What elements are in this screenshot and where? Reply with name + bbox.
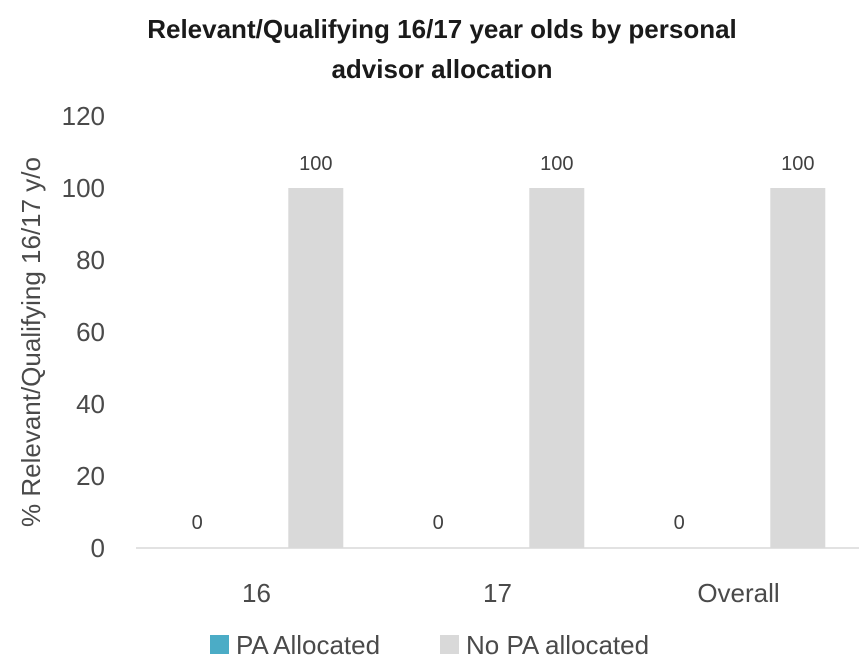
y-tick-label: 0 — [91, 533, 105, 563]
legend-swatch — [210, 635, 229, 654]
x-tick-label: 16 — [242, 578, 271, 608]
bar-no-pa-allocated — [770, 188, 826, 548]
data-label: 100 — [540, 153, 573, 175]
chart-title: Relevant/Qualifying 16/17 year olds by p… — [147, 14, 737, 84]
data-label: 100 — [299, 153, 332, 175]
y-tick-label: 80 — [76, 245, 105, 275]
legend-swatch — [440, 635, 459, 654]
legend-label: PA Allocated — [236, 630, 380, 660]
plot-area: 0 20 40 60 80 100 120 16 0 100 17 0 100 Overall 0 100 — [62, 101, 859, 608]
y-tick-label: 100 — [62, 173, 105, 203]
legend: PA Allocated No PA allocated — [210, 630, 649, 660]
data-label: 0 — [192, 512, 203, 534]
y-tick-label: 40 — [76, 389, 105, 419]
chart-title-line-1: Relevant/Qualifying 16/17 year olds by p… — [147, 14, 737, 44]
x-tick-label: 17 — [483, 578, 512, 608]
data-label: 0 — [433, 512, 444, 534]
data-label: 100 — [781, 153, 814, 175]
bar-no-pa-allocated — [529, 188, 585, 548]
y-tick-label: 120 — [62, 101, 105, 131]
bar-no-pa-allocated — [288, 188, 344, 548]
y-axis-label: % Relevant/Qualifying 16/17 y/o — [16, 157, 46, 527]
legend-label: No PA allocated — [466, 630, 649, 660]
data-label: 0 — [674, 512, 685, 534]
x-tick-label: Overall — [697, 578, 779, 608]
chart-title-line-2: advisor allocation — [331, 54, 552, 84]
y-tick-label: 20 — [76, 461, 105, 491]
y-tick-label: 60 — [76, 317, 105, 347]
